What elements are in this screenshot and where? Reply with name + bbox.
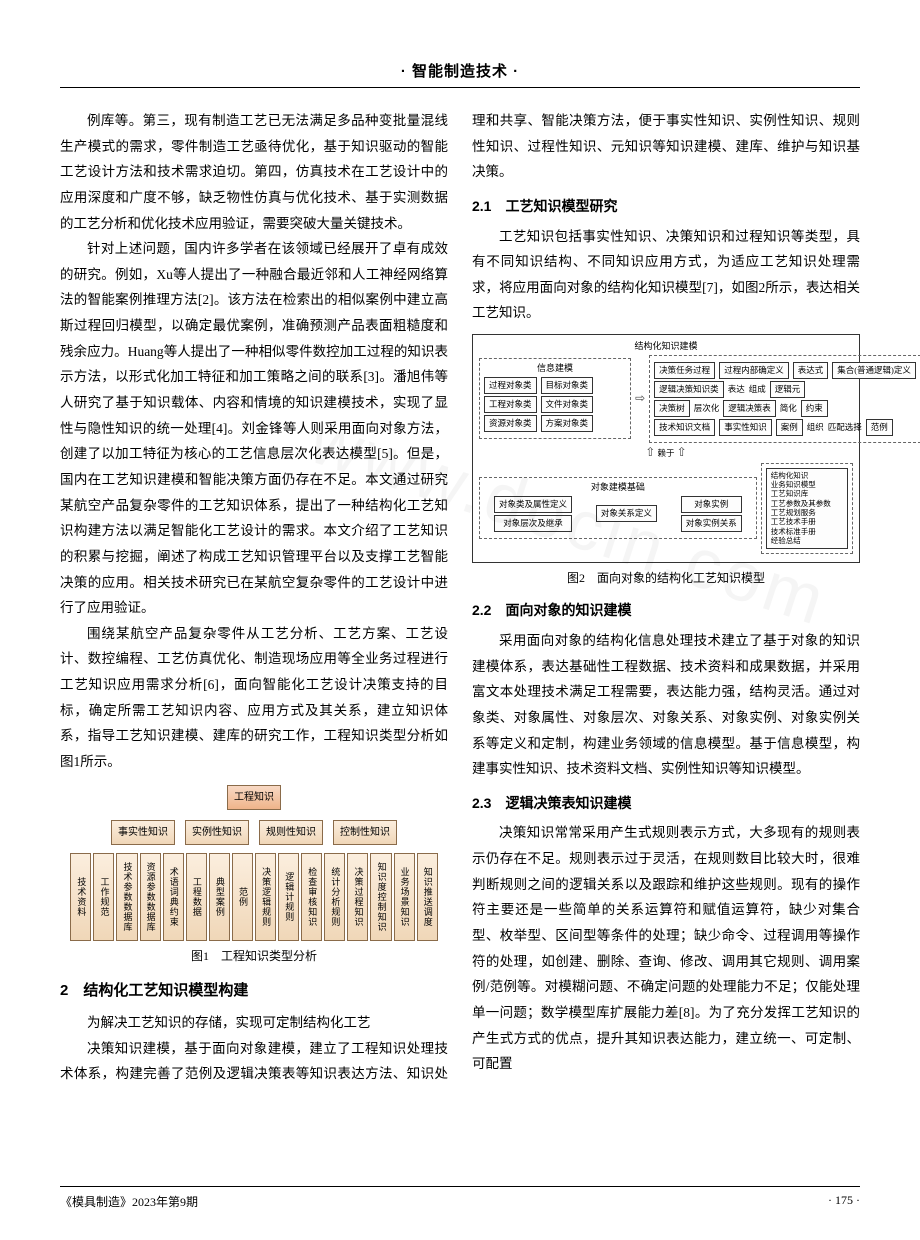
arrow-icon: ⇧ (645, 445, 655, 459)
arrow-icon: ⇧ (677, 445, 687, 459)
fig1-leaf: 工作规范 (93, 853, 114, 941)
fig2-box: 决策树 (654, 400, 690, 417)
fig2-label: 表达 (728, 384, 745, 395)
section-2-1-heading: 2.1 工艺知识模型研究 (472, 193, 860, 220)
fig1-leaf: 决策过程知识 (347, 853, 368, 941)
para-2-2: 采用面向对象的结构化信息处理技术建立了基于对象的知识建模体系，表达基础性工程数据… (472, 628, 860, 782)
fig2-label: 层次化 (694, 403, 720, 414)
fig2-bottom-title: 对象建模基础 (484, 482, 752, 494)
para-left-3: 围绕某航空产品复杂零件从工艺分析、工艺方案、工艺设计、数控编程、工艺仿真优化、制… (60, 621, 448, 775)
fig2-box: 约束 (801, 400, 828, 417)
section-2-2-heading: 2.2 面向对象的知识建模 (472, 597, 860, 624)
fig2-box: 集合(普通逻辑)定义 (832, 362, 916, 379)
body-columns: 例库等。第三，现有制造工艺已无法满足多品种变批量混线生产模式的需求，零件制造工艺… (60, 108, 860, 1087)
figure-1: 工程知识 事实性知识 实例性知识 规则性知识 控制性知识 技术资料 工作规范 技… (60, 783, 448, 968)
fig2-box: 对象层次及继承 (494, 515, 572, 532)
fig2-box: 决策任务过程 (654, 362, 715, 379)
fig2-box: 对象关系定义 (596, 505, 657, 522)
fig2-box: 技术知识文档 (654, 419, 715, 436)
para-2-3: 决策知识常常采用产生式规则表示方式，大多现有的规则表示仍存在不足。规则表示过于灵… (472, 820, 860, 1076)
para-2-1: 工艺知识包括事实性知识、决策知识和过程知识等类型，具有不同知识结构、不同知识应用… (472, 224, 860, 327)
figure-1-caption: 图1 工程知识类型分析 (60, 945, 448, 968)
fig2-label: 匹配选择 (828, 422, 862, 433)
fig2-box: 对象实例 (681, 496, 742, 513)
fig2-box: 过程对象类 (484, 377, 537, 394)
fig1-mid-3: 控制性知识 (333, 820, 397, 845)
para-left-2: 针对上述问题，国内许多学者在该领域已经展开了卓有成效的研究。例如，Xu等人提出了… (60, 236, 448, 621)
fig1-leaf: 知识度控制知识 (370, 853, 391, 941)
figure-2-caption: 图2 面向对象的结构化工艺知识模型 (472, 567, 860, 590)
section-2-3-heading: 2.3 逻辑决策表知识建模 (472, 790, 860, 817)
fig1-leaf: 工程数据 (186, 853, 207, 941)
fig2-box: 事实性知识 (719, 419, 772, 436)
fig1-root: 工程知识 (227, 785, 281, 810)
fig2-label: 简化 (780, 403, 797, 414)
fig1-leaf: 统计分析规则 (324, 853, 345, 941)
fig2-box: 工程对象类 (484, 396, 537, 413)
fig2-box: 资源对象类 (484, 415, 537, 432)
fig2-label: 赖于 (657, 448, 674, 458)
para-sec2-intro: 为解决工艺知识的存储，实现可定制结构化工艺 (60, 1010, 448, 1036)
fig2-box: 目标对象类 (541, 377, 594, 394)
fig1-mid-0: 事实性知识 (111, 820, 175, 845)
fig2-box: 案例 (776, 419, 803, 436)
fig1-leaf: 技术资料 (70, 853, 91, 941)
fig2-top-title: 结构化知识建模 (479, 341, 853, 353)
page-footer: 《模具制造》2023年第9期 · 175 · (60, 1186, 860, 1210)
para-left-1: 例库等。第三，现有制造工艺已无法满足多品种变批量混线生产模式的需求，零件制造工艺… (60, 108, 448, 236)
fig2-box: 表达式 (793, 362, 829, 379)
fig1-leaf: 术语词典约束 (163, 853, 184, 941)
fig2-box: 逻辑元 (770, 381, 806, 398)
fig1-leaf: 典型案例 (209, 853, 230, 941)
fig1-mid-2: 规则性知识 (259, 820, 323, 845)
fig2-box: 范例 (866, 419, 893, 436)
running-head: · 智能制造技术 · (60, 60, 860, 88)
fig1-mid-1: 实例性知识 (185, 820, 249, 845)
figure-2: 结构化知识建模 信息建模 过程对象类目标对象类 工程对象类文件对象类 资源对象类… (472, 334, 860, 589)
fig2-label: 组成 (749, 384, 766, 395)
arrow-icon: ⇨ (635, 391, 645, 407)
fig1-leaf: 逻辑计规则 (278, 853, 299, 941)
fig2-side-list: 结构化知识 业务知识模型 工艺知识库 工艺参数及其参数 工艺规划服务 工艺技术手… (766, 468, 848, 549)
fig2-box: 对象类及属性定义 (494, 496, 572, 513)
fig1-leaf: 知识推送调度 (417, 853, 438, 941)
fig2-box: 过程内部确定义 (719, 362, 789, 379)
fig1-leaf: 资源参数数据库 (140, 853, 161, 941)
footer-page-number: · 175 · (828, 1193, 860, 1210)
fig1-leaf: 业务场景知识 (394, 853, 415, 941)
fig2-box: 对象实例关系 (681, 515, 742, 532)
fig2-box: 方案对象类 (541, 415, 594, 432)
section-2-heading: 2 结构化工艺知识模型构建 (60, 977, 448, 1006)
fig1-leaf: 范例 (232, 853, 253, 941)
fig2-box: 文件对象类 (541, 396, 594, 413)
fig1-leaf: 决策逻辑规则 (255, 853, 276, 941)
footer-journal: 《模具制造》2023年第9期 (60, 1193, 198, 1210)
fig1-leaf: 检查审核知识 (301, 853, 322, 941)
fig2-label: 组织 (807, 422, 824, 433)
fig2-box: 逻辑决策表 (723, 400, 776, 417)
fig1-leaf: 技术参数数据库 (116, 853, 137, 941)
fig2-left-title: 信息建模 (484, 363, 626, 375)
fig2-box: 逻辑决策知识类 (654, 381, 724, 398)
